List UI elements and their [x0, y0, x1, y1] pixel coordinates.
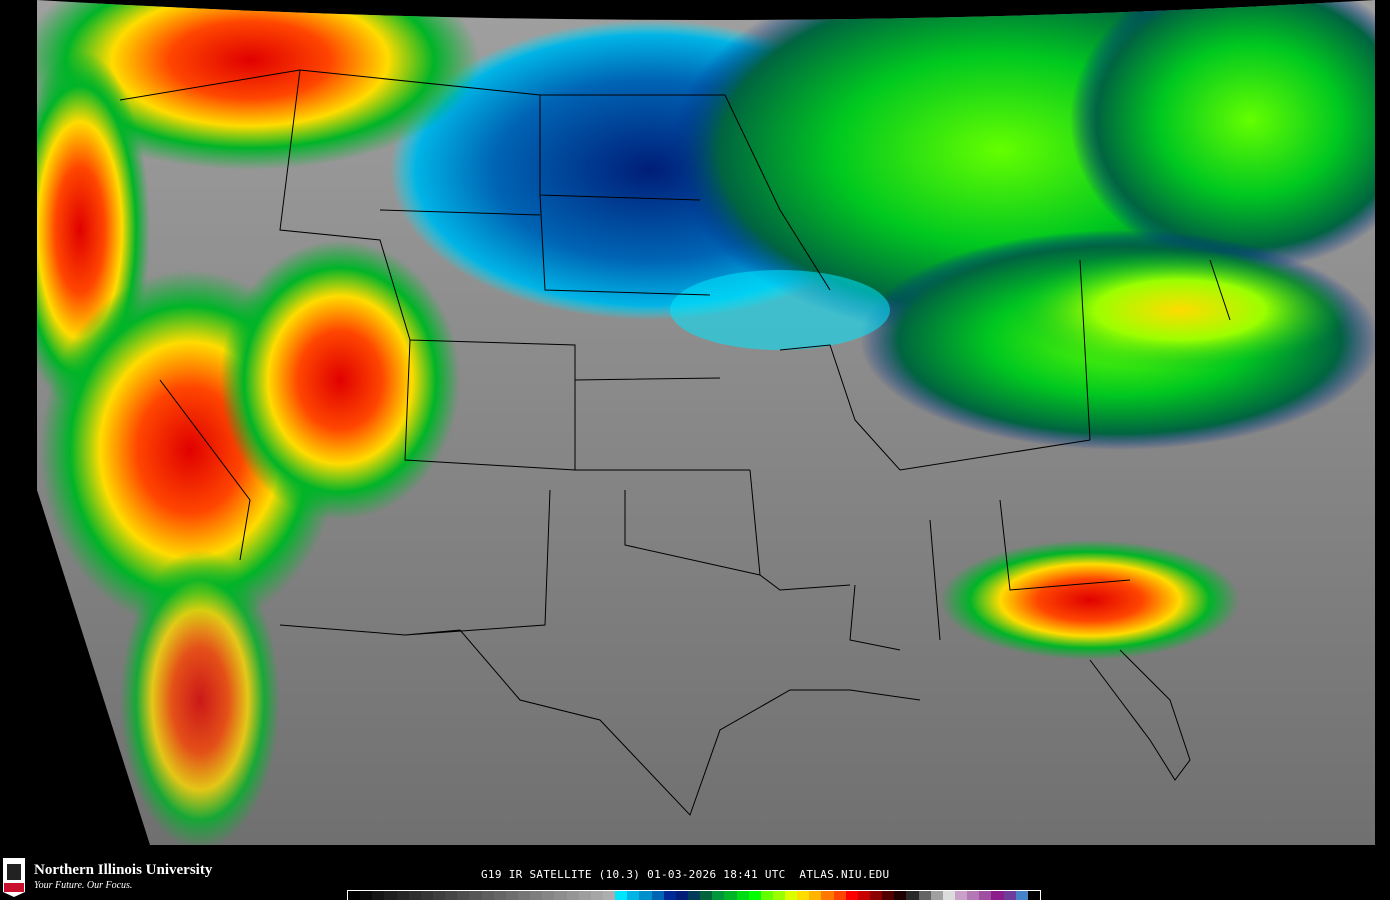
niu-logo: Northern Illinois University Your Future…: [2, 856, 242, 898]
colorbar-swatch: [469, 891, 482, 900]
colorbar-swatch: [809, 891, 822, 900]
colorbar-swatch: [955, 891, 968, 900]
colorbar-swatch: [445, 891, 458, 900]
colorbar-swatch: [882, 891, 895, 900]
colorbar-swatch: [517, 891, 531, 900]
image-caption: G19 IR SATELLITE (10.3) 01-03-2026 18:41…: [481, 868, 890, 881]
colorbar-swatch: [651, 891, 664, 900]
colorbar-swatch: [870, 891, 883, 900]
colorbar-swatch: [821, 891, 834, 900]
colorbar-swatch: [979, 891, 992, 900]
university-name: Northern Illinois University: [34, 862, 213, 878]
colorbar-swatch: [408, 891, 421, 900]
colorbar-swatch: [590, 891, 603, 900]
colorbar-swatch: [712, 891, 725, 900]
colorbar-swatch: [372, 891, 385, 900]
satellite-map: [37, 0, 1375, 845]
colorbar-swatch: [857, 891, 871, 900]
cloud-northeast: [1070, 0, 1375, 270]
colorbar-swatch: [748, 891, 761, 900]
colorbar-swatch: [785, 891, 798, 900]
colorbar-swatch: [432, 891, 446, 900]
cloud-baja: [120, 550, 280, 845]
colorbar-swatch: [1003, 891, 1016, 900]
colorbar-swatch: [384, 891, 397, 900]
colorbar-swatch: [396, 891, 409, 900]
temperature-colorbar: [347, 890, 1041, 900]
university-tagline: Your Future. Our Focus.: [34, 880, 133, 891]
colorbar-swatch: [724, 891, 737, 900]
cloud-midatlantic: [1010, 250, 1350, 370]
colorbar-swatch: [481, 891, 494, 900]
cloud-southeast: [940, 540, 1240, 660]
colorbar-swatch: [542, 891, 555, 900]
colorbar-swatch: [772, 891, 786, 900]
colorbar-swatch: [348, 891, 361, 900]
colorbar-swatch: [700, 891, 713, 900]
colorbar-swatch: [457, 891, 470, 900]
colorbar-swatch: [578, 891, 591, 900]
cloud-rockies: [220, 240, 460, 520]
colorbar-swatch: [991, 891, 1004, 900]
colorbar-swatch: [942, 891, 956, 900]
cloud-plains-cyan: [670, 270, 890, 350]
colorbar-swatch: [906, 891, 919, 900]
colorbar-swatch: [894, 891, 907, 900]
colorbar-swatch: [639, 891, 652, 900]
colorbar-swatch: [736, 891, 749, 900]
colorbar-swatch: [687, 891, 701, 900]
colorbar-swatch: [566, 891, 579, 900]
colorbar-swatch: [1015, 891, 1028, 900]
colorbar-swatch: [505, 891, 518, 900]
colorbar-swatch: [675, 891, 688, 900]
colorbar-swatch: [918, 891, 931, 900]
state-boundaries: [119, 69, 1231, 816]
colorbar-swatch: [530, 891, 543, 900]
colorbar-swatch: [663, 891, 676, 900]
colorbar-swatch: [615, 891, 628, 900]
colorbar-swatch: [493, 891, 506, 900]
colorbar-swatch: [833, 891, 846, 900]
colorbar-swatch: [554, 891, 567, 900]
colorbar-swatch: [627, 891, 640, 900]
colorbar-swatch: [760, 891, 773, 900]
colorbar-swatch: [420, 891, 433, 900]
colorbar-swatch: [797, 891, 810, 900]
niu-shield-icon: [3, 858, 25, 897]
colorbar-swatch: [845, 891, 858, 900]
colorbar-swatch: [930, 891, 943, 900]
colorbar-swatch: [360, 891, 373, 900]
colorbar-swatch: [1027, 891, 1041, 900]
colorbar-swatch: [967, 891, 980, 900]
colorbar-swatch: [602, 891, 616, 900]
